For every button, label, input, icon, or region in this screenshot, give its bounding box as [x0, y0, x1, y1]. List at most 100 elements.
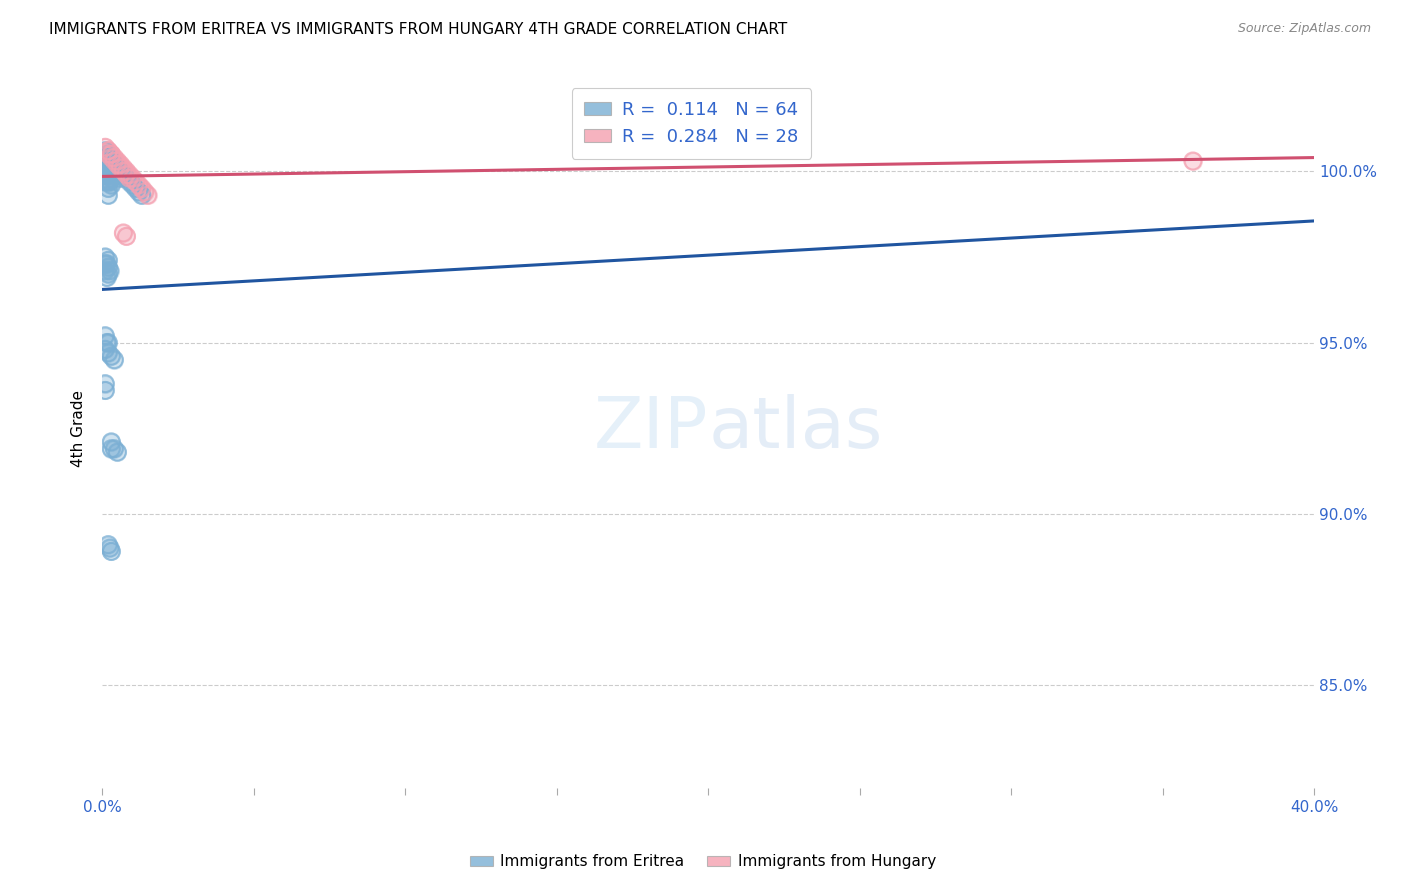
Point [100, 157, 122, 171]
Point [100, 442, 122, 456]
Point [112, 161, 135, 175]
Point [100, 544, 122, 558]
Point [103, 164, 125, 178]
Point [96, 161, 118, 175]
Point [112, 164, 135, 178]
Point [94, 257, 117, 271]
Point [110, 171, 132, 186]
Point [105, 153, 128, 168]
Point [97, 260, 120, 275]
Point [94, 153, 117, 168]
Point [100, 178, 122, 192]
Point [124, 181, 146, 195]
Point [121, 171, 143, 186]
Point [128, 178, 150, 192]
Point [112, 226, 135, 240]
Point [97, 188, 120, 202]
Point [94, 168, 117, 182]
Point [94, 263, 117, 277]
Point [96, 168, 118, 182]
Point [97, 147, 120, 161]
Point [97, 253, 120, 268]
Point [1181, 153, 1204, 168]
Point [121, 178, 143, 192]
Point [100, 171, 122, 186]
Point [97, 335, 120, 350]
Point [94, 328, 117, 343]
Point [128, 185, 150, 199]
Point [94, 144, 117, 158]
Point [96, 257, 118, 271]
Point [100, 434, 122, 449]
Point [97, 144, 120, 158]
Point [100, 178, 122, 192]
Point [98, 151, 121, 165]
Point [97, 181, 120, 195]
Point [96, 270, 118, 285]
Point [103, 157, 125, 171]
Point [136, 188, 159, 202]
Legend: Immigrants from Eritrea, Immigrants from Hungary: Immigrants from Eritrea, Immigrants from… [464, 848, 942, 875]
Point [97, 188, 120, 202]
Point [100, 147, 122, 161]
Point [115, 229, 138, 244]
Point [110, 171, 132, 186]
Point [103, 164, 125, 178]
Point [97, 181, 120, 195]
Point [100, 171, 122, 186]
Y-axis label: 4th Grade: 4th Grade [72, 390, 86, 467]
Point [97, 175, 120, 189]
Point [131, 181, 153, 195]
Point [103, 157, 125, 171]
Point [103, 153, 125, 168]
Point [100, 151, 122, 165]
Point [96, 151, 118, 165]
Point [103, 352, 125, 367]
Point [100, 349, 122, 363]
Point [112, 226, 135, 240]
Point [98, 157, 121, 171]
Point [100, 442, 122, 456]
Point [97, 253, 120, 268]
Point [97, 161, 120, 175]
Point [97, 153, 120, 168]
Point [100, 544, 122, 558]
Point [128, 185, 150, 199]
Point [97, 267, 120, 281]
Text: atlas: atlas [709, 393, 883, 463]
Point [110, 157, 132, 171]
Point [101, 153, 124, 168]
Point [115, 171, 138, 186]
Point [100, 164, 122, 178]
Point [98, 541, 121, 555]
Point [94, 144, 117, 158]
Point [105, 445, 128, 459]
Point [124, 175, 146, 189]
Point [134, 185, 156, 199]
Point [94, 263, 117, 277]
Point [94, 153, 117, 168]
Point [112, 168, 135, 182]
Point [110, 157, 132, 171]
Point [96, 257, 118, 271]
Point [105, 153, 128, 168]
Point [101, 153, 124, 168]
Point [103, 151, 125, 165]
Point [136, 188, 159, 202]
Point [100, 147, 122, 161]
Point [128, 178, 150, 192]
Point [98, 263, 121, 277]
Text: IMMIGRANTS FROM ERITREA VS IMMIGRANTS FROM HUNGARY 4TH GRADE CORRELATION CHART: IMMIGRANTS FROM ERITREA VS IMMIGRANTS FR… [49, 22, 787, 37]
Point [98, 541, 121, 555]
Point [103, 442, 125, 456]
Point [115, 164, 138, 178]
Point [118, 175, 141, 189]
Point [97, 260, 120, 275]
Point [118, 175, 141, 189]
Point [94, 257, 117, 271]
Point [94, 328, 117, 343]
Point [94, 161, 117, 175]
Point [98, 157, 121, 171]
Point [100, 151, 122, 165]
Point [105, 168, 128, 182]
